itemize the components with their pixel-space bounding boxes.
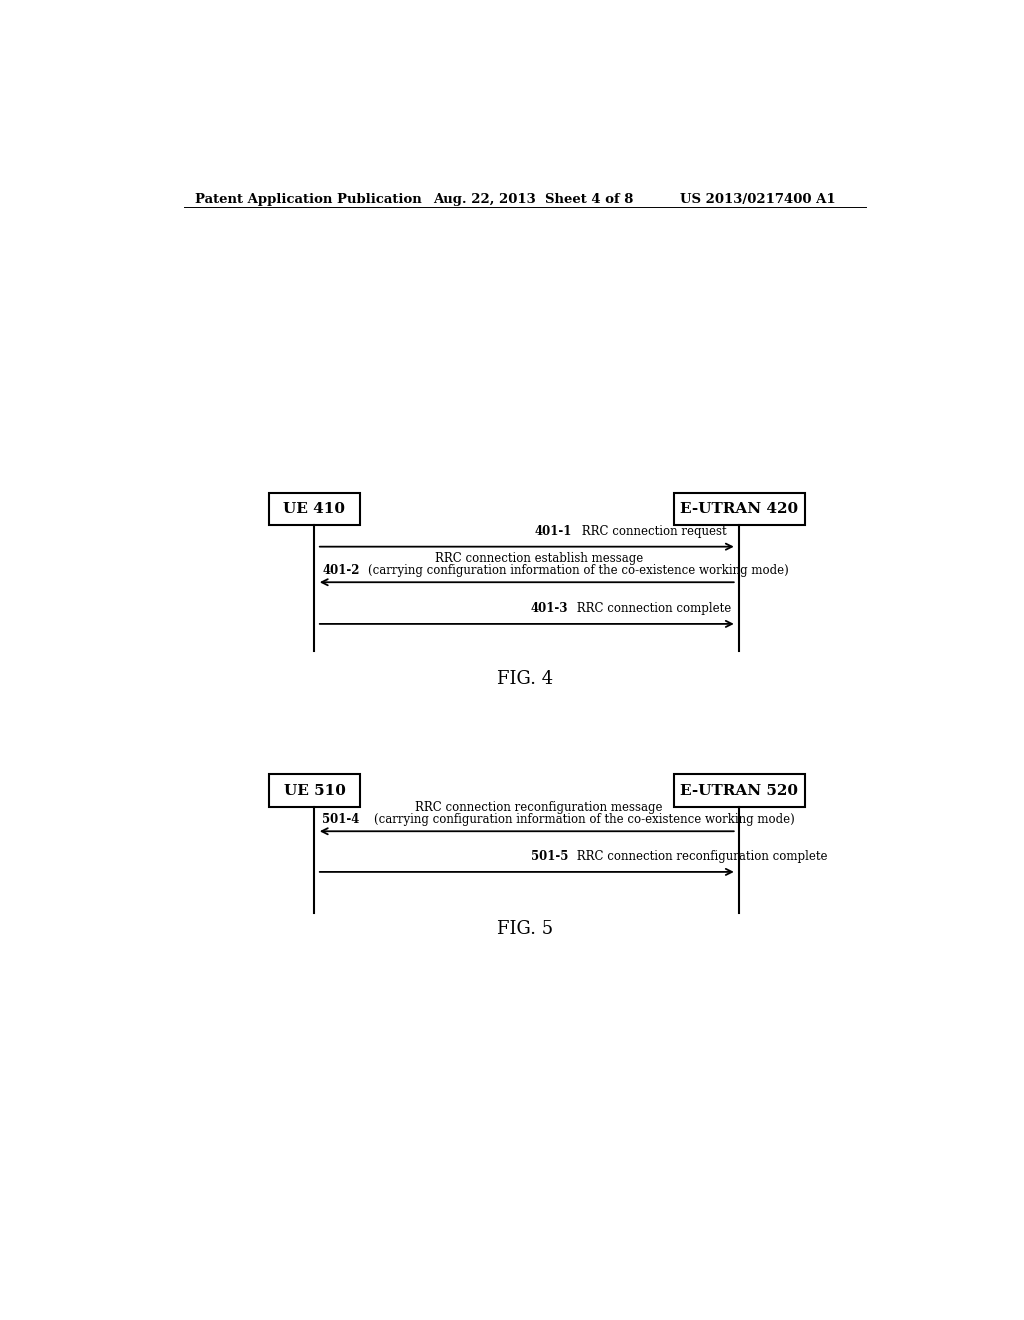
Text: E-UTRAN 420: E-UTRAN 420 [680,502,798,516]
Bar [269,775,360,807]
Bar [269,492,360,525]
Bar [674,492,805,525]
Text: Patent Application Publication: Patent Application Publication [196,193,422,206]
Text: 401-2: 401-2 [323,564,359,577]
Text: RRC connection request: RRC connection request [579,524,727,537]
Text: FIG. 4: FIG. 4 [497,669,553,688]
Text: RRC connection establish message: RRC connection establish message [434,552,643,565]
Text: UE 510: UE 510 [284,784,345,797]
Text: RRC connection complete: RRC connection complete [572,602,731,615]
Text: (carrying configuration information of the co-existence working mode): (carrying configuration information of t… [369,564,790,577]
Text: RRC connection reconfiguration complete: RRC connection reconfiguration complete [572,850,827,863]
Text: Aug. 22, 2013  Sheet 4 of 8: Aug. 22, 2013 Sheet 4 of 8 [433,193,634,206]
Text: 401-1: 401-1 [535,524,572,537]
Text: US 2013/0217400 A1: US 2013/0217400 A1 [680,193,836,206]
Text: RRC connection reconfiguration message: RRC connection reconfiguration message [415,801,663,814]
Text: FIG. 5: FIG. 5 [497,920,553,937]
Text: UE 410: UE 410 [284,502,345,516]
Text: (carrying configuration information of the co-existence working mode): (carrying configuration information of t… [374,813,795,826]
Text: 501-5: 501-5 [530,850,568,863]
Bar [674,775,805,807]
Text: 501-4: 501-4 [323,813,359,826]
Text: 401-3: 401-3 [530,602,568,615]
Text: E-UTRAN 520: E-UTRAN 520 [680,784,798,797]
